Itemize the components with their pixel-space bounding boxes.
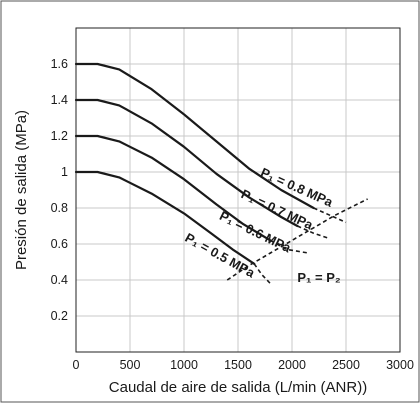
series-line-1: [74, 98, 299, 228]
series-line-0: [74, 62, 315, 210]
series-dashed-3: [253, 263, 271, 285]
y-axis-label: Presión de salida (MPa): [13, 110, 30, 270]
series-line-2: [74, 134, 272, 242]
y-tick-label: 0.6: [51, 237, 68, 251]
x-tick-label: 2500: [332, 358, 360, 372]
y-tick-label: 0.8: [51, 201, 68, 215]
series: [74, 62, 368, 285]
y-tick-label: 1.6: [51, 57, 68, 71]
y-tick-label: 0.2: [51, 309, 68, 323]
series-dashed-4: [226, 198, 368, 281]
y-tick-label: 1: [61, 165, 68, 179]
x-tick-label: 1000: [170, 358, 198, 372]
x-tick-label: 3000: [386, 358, 414, 372]
series-annotation: P₁ = P₂: [297, 270, 341, 285]
series-dashed-0: [313, 207, 347, 224]
x-tick-label: 500: [120, 358, 141, 372]
y-tick-label: 1.2: [51, 129, 68, 143]
x-tick-label: 2000: [278, 358, 306, 372]
series-line-3: [74, 170, 256, 265]
y-tick-label: 1.4: [51, 93, 68, 107]
series-dashed-1: [297, 225, 331, 240]
y-tick-label: 0.4: [51, 273, 68, 287]
x-tick-label: 0: [73, 358, 80, 372]
grid: [76, 28, 400, 352]
tick-labels: 0 500 1000 1500 2000 2500 3000 0.2 0.4 0.6 0.8 1 1.2…: [51, 57, 414, 372]
plot-frame: [75, 27, 401, 353]
x-axis-label: Caudal de aire de salida (L/min (ANR)): [109, 379, 367, 396]
x-tick-label: 1500: [224, 358, 252, 372]
